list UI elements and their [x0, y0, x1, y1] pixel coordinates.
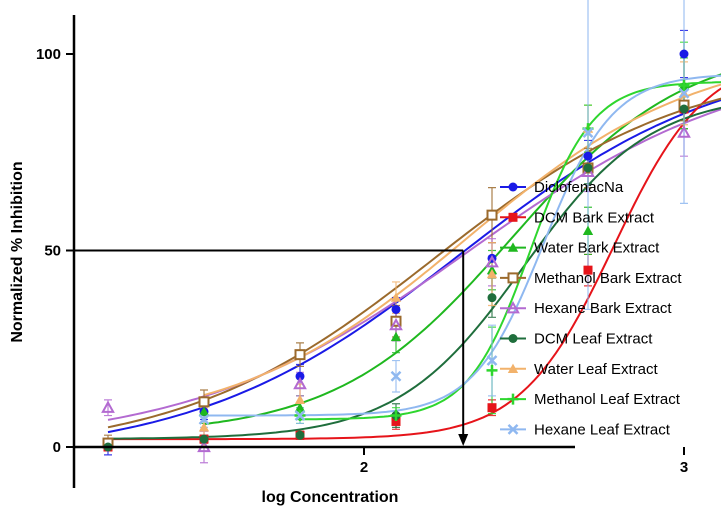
data-point-s1-p3: [295, 371, 305, 381]
ic50-annotation: [74, 249, 469, 446]
legend-label-2: DCM Bark Extract: [534, 209, 655, 226]
legend: DiclofenacNa DCM Bark Extract Water Bark E…: [500, 179, 682, 438]
data-point-s1-p6: [583, 151, 593, 161]
legend-label-6: DCM Leaf Extract: [534, 331, 653, 348]
data-point-s9-p5: [582, 127, 594, 138]
legend-marker-5: [506, 300, 520, 314]
x-tick-label: 3: [680, 459, 688, 476]
legend-label-1: DiclofenacNa: [534, 179, 624, 196]
data-point-s2-p5: [487, 403, 497, 413]
fit-curve-8: [300, 81, 721, 421]
y-tick-label: 0: [53, 439, 61, 456]
legend-label-8: Methanol Leaf Extract: [534, 391, 681, 408]
data-point-s5-p1: [101, 400, 115, 413]
data-markers: [101, 49, 691, 453]
data-point-s1-p4: [391, 304, 401, 314]
data-point-s1-p7: [679, 49, 689, 59]
data-point-s9-p4: [486, 355, 498, 366]
data-point-s9-p6: [678, 87, 690, 99]
fit-curve-6: [107, 106, 721, 440]
data-point-s9-p3: [390, 370, 402, 382]
legend-label-5: Hexane Bark Extract: [534, 300, 672, 317]
legend-label-3: Water Bark Extract: [534, 240, 660, 257]
data-point-s5-p7: [677, 125, 691, 138]
data-point-s6-p2: [199, 434, 209, 444]
data-point-s3-p3: [390, 331, 402, 342]
data-point-s6-p5: [487, 293, 497, 303]
data-point-s5-p5: [485, 255, 499, 268]
legend-label-4: Methanol Bark Extract: [534, 270, 682, 287]
data-point-s7-p4: [486, 268, 498, 279]
data-point-s4-p3: [294, 349, 306, 361]
y-tick-label: 50: [44, 243, 61, 260]
legend-marker-1: [508, 182, 518, 192]
legend-marker-9: [507, 424, 519, 435]
legend-marker-2: [508, 212, 518, 222]
data-point-s2-p6: [583, 265, 593, 275]
data-point-s7-p2: [294, 394, 306, 404]
data-point-s3-p1: [198, 406, 210, 416]
data-point-s3-p2: [294, 402, 306, 412]
data-point-s6-p3: [295, 430, 305, 440]
data-point-s6-p7: [679, 104, 689, 114]
data-point-s8-p2: [390, 410, 402, 422]
fit-curve-1: [107, 98, 721, 434]
legend-marker-4: [507, 272, 519, 284]
data-point-s7-p3: [390, 292, 402, 302]
data-point-s4-p2: [198, 396, 210, 408]
legend-marker-7: [507, 363, 519, 373]
legend-marker-8: [507, 393, 519, 405]
data-point-s8-p5: [678, 79, 690, 91]
ic50-arrow-head: [458, 434, 469, 446]
legend-marker-6: [508, 334, 518, 343]
data-point-s8-p3: [486, 364, 498, 376]
y-tick-label: 100: [36, 46, 61, 63]
data-point-s5-p3: [293, 376, 307, 390]
ticks: 234050100: [36, 46, 688, 476]
data-point-s2-p4: [391, 416, 401, 426]
data-point-s9-p1: [198, 414, 210, 425]
data-point-s9-p2: [294, 410, 306, 421]
fit-curve-2: [108, 87, 721, 441]
x-tick-label: 2: [360, 459, 368, 476]
y-axis-title: Normalized % Inhibition: [9, 161, 26, 342]
legend-marker-3: [507, 242, 519, 252]
data-point-s3-p5: [582, 225, 594, 235]
x-axis-title: log Concentration: [262, 489, 399, 506]
data-point-s6-p6: [583, 163, 593, 173]
data-point-s5-p4: [389, 317, 403, 331]
legend-label-9: Hexane Leaf Extract: [534, 421, 671, 438]
legend-label-7: Water Leaf Extract: [534, 361, 658, 378]
data-point-s4-p5: [486, 209, 498, 221]
data-point-s7-p1: [198, 422, 210, 432]
